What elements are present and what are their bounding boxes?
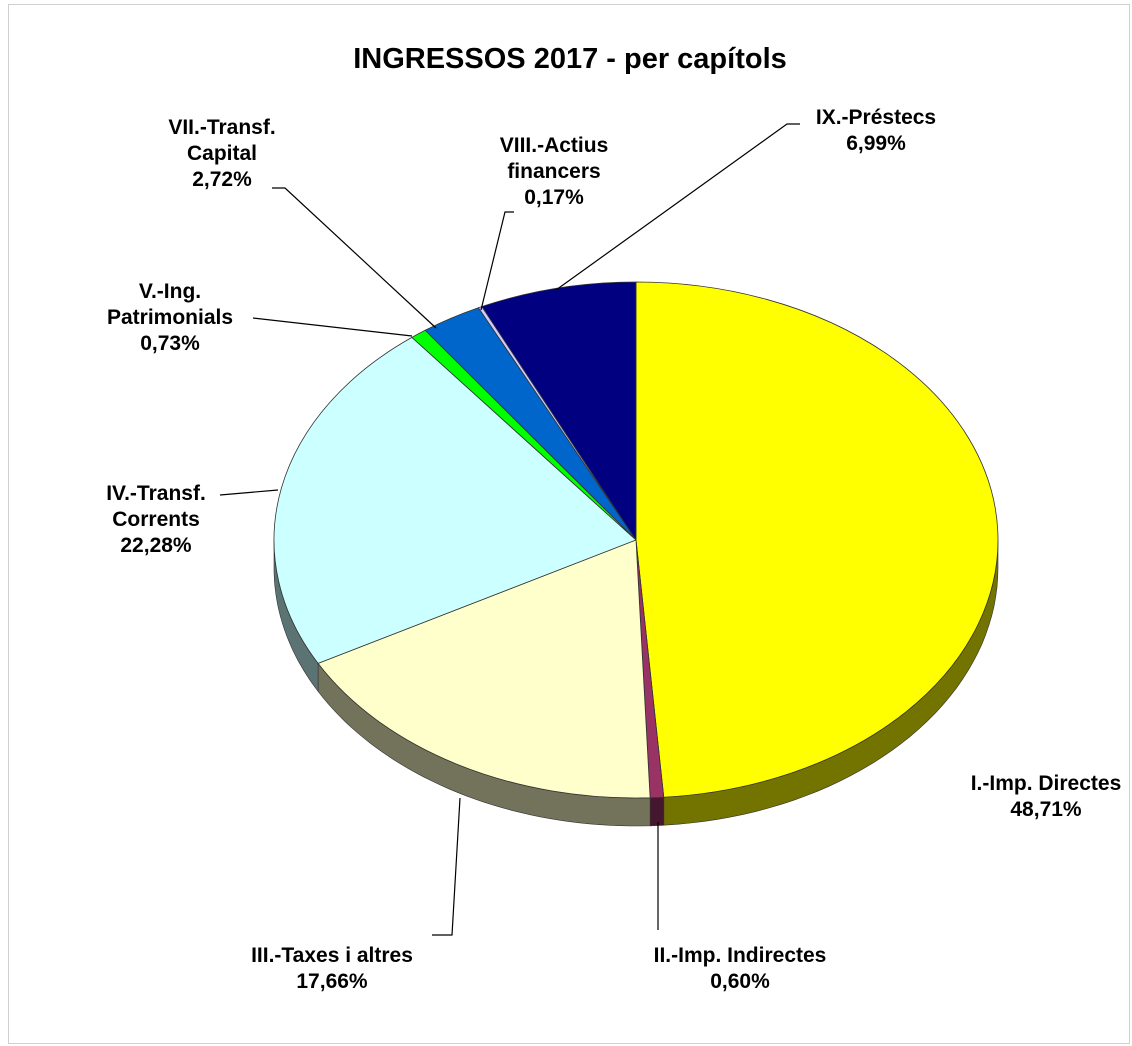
slice-label-name-line: Patrimonials xyxy=(107,306,233,329)
slice-label-value: 17,66% xyxy=(296,970,368,993)
slice-label-name-line: IX.-Préstecs xyxy=(816,106,936,129)
slice-label-name-line: Corrents xyxy=(112,508,200,531)
slice-side-2 xyxy=(649,796,665,827)
slice-1 xyxy=(635,281,999,798)
slice-label-name-line: financers xyxy=(507,160,600,183)
slice-label-value: 48,71% xyxy=(1010,798,1082,821)
slice-label-6: VII.-Transf. Capital 2,72% xyxy=(168,116,275,191)
slice-label-2: II.-Imp. Indirectes 0,60% xyxy=(654,944,827,993)
leader-lines xyxy=(219,123,800,936)
slice-label-3: III.-Taxes i altres 17,66% xyxy=(251,944,413,993)
leader-line-7 xyxy=(480,211,514,311)
slice-label-name-line: VII.-Transf. xyxy=(168,116,275,139)
slice-label-8: IX.-Préstecs 6,99% xyxy=(816,106,936,155)
slice-3 xyxy=(317,539,651,799)
slice-label-name-line: Capital xyxy=(187,142,257,165)
slice-label-name-line: III.-Taxes i altres xyxy=(251,944,413,967)
slice-label-value: 22,28% xyxy=(120,534,192,557)
slice-label-4: IV.-Transf. Corrents 22,28% xyxy=(106,482,206,557)
slice-8 xyxy=(481,281,637,542)
leader-line-3 xyxy=(432,797,461,936)
leader-line-5 xyxy=(252,317,413,337)
leader-line-6 xyxy=(272,187,437,329)
leader-line-4 xyxy=(219,489,279,496)
slice-label-5: V.-Ing. Patrimonials 0,73% xyxy=(107,280,233,355)
slice-label-1: I.-Imp. Directes 48,71% xyxy=(971,772,1122,821)
slice-label-value: 0,60% xyxy=(710,970,770,993)
slice-labels: I.-Imp. Directes 48,71% II.-Imp. Indirecte… xyxy=(106,106,1121,993)
slice-label-name-line: I.-Imp. Directes xyxy=(971,772,1122,795)
slice-label-name-line: VIII.-Actius xyxy=(500,134,609,157)
chart-title: INGRESSOS 2017 - per capítols xyxy=(353,43,787,75)
slice-label-value: 6,99% xyxy=(846,132,906,155)
slice-label-name-line: IV.-Transf. xyxy=(106,482,206,505)
slice-label-value: 2,72% xyxy=(192,168,252,191)
leader-line-8 xyxy=(555,123,800,291)
slice-label-value: 0,17% xyxy=(524,186,584,209)
slice-label-value: 0,73% xyxy=(140,332,200,355)
slice-label-name-line: II.-Imp. Indirectes xyxy=(654,944,827,967)
pie-slices xyxy=(273,281,999,799)
slice-label-name-line: V.-Ing. xyxy=(139,280,201,303)
slice-label-7: VIII.-Actius financers 0,17% xyxy=(500,134,609,209)
slice-4 xyxy=(273,336,637,664)
